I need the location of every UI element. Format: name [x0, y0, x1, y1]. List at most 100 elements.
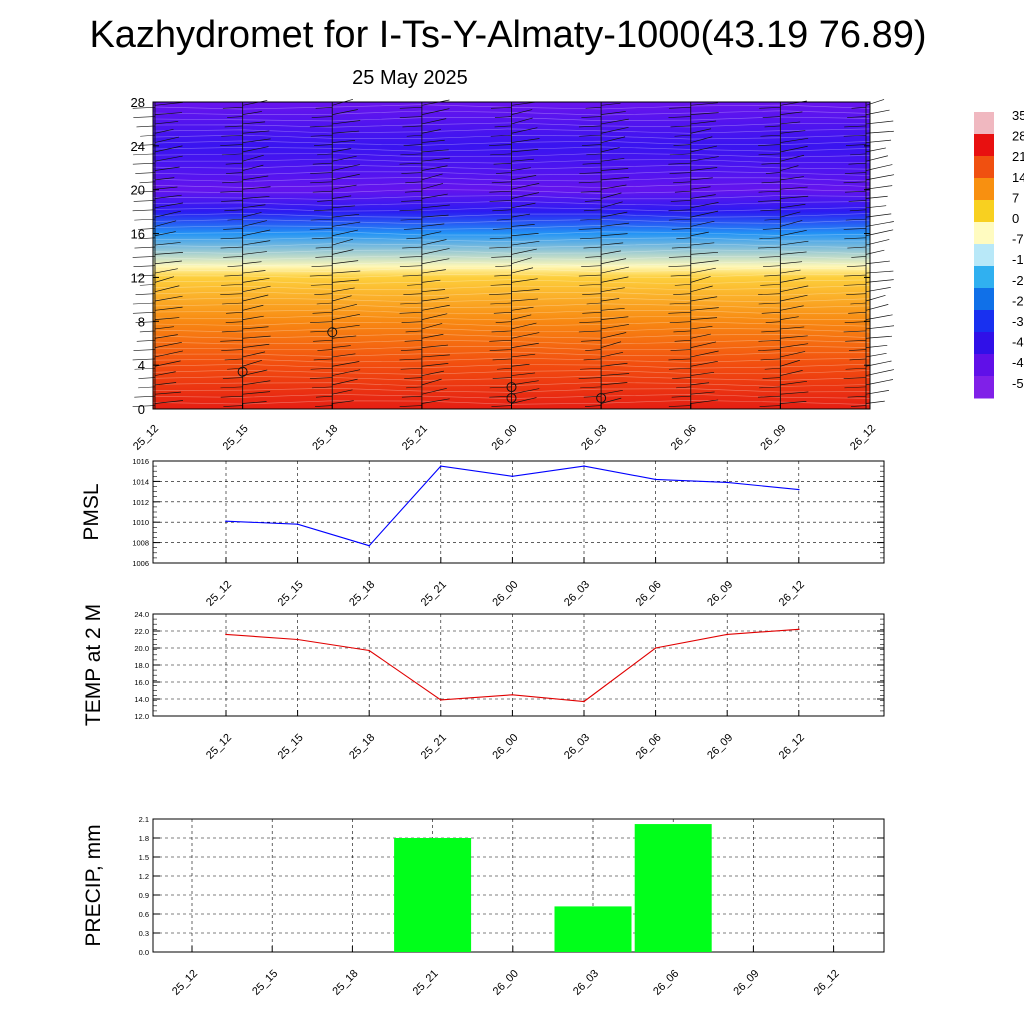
- wind-barb: [865, 249, 885, 255]
- wind-barb: [690, 210, 719, 218]
- data-point: [296, 638, 299, 641]
- wind-barb: [491, 181, 512, 184]
- y-tick-label: 1016: [132, 457, 149, 466]
- wind-barb: [332, 140, 356, 143]
- x-tick-label: 26_12: [777, 579, 807, 609]
- wind-barb: [847, 116, 867, 118]
- wind-barb: [421, 193, 448, 199]
- wind-barb: [332, 238, 354, 246]
- wind-barb: [491, 405, 512, 407]
- wind-barb: [759, 386, 781, 389]
- wind-barb: [668, 312, 691, 314]
- wind-barb: [579, 172, 602, 174]
- wind-barb: [674, 284, 691, 286]
- wind-barb: [780, 335, 808, 339]
- wind-barb: [511, 109, 533, 115]
- colorbar-label: -4: [1012, 355, 1024, 370]
- wind-barb: [421, 387, 447, 395]
- wind-barb: [690, 102, 718, 106]
- wind-barb: [220, 386, 243, 389]
- wind-barb: [845, 218, 867, 221]
- wind-barb: [511, 213, 531, 218]
- wind-barb: [332, 195, 352, 199]
- x-tick-label: 26_09: [705, 732, 735, 762]
- wind-barb: [690, 341, 717, 348]
- wind-barb: [601, 276, 629, 283]
- wind-barb: [399, 358, 422, 361]
- wind-barb: [421, 223, 445, 227]
- wind-barb: [225, 321, 243, 323]
- wind-barb: [850, 405, 867, 407]
- wind-barb: [760, 134, 781, 137]
- x-tick-label: 25_12: [204, 732, 234, 762]
- wind-barb: [843, 330, 867, 333]
- wind-barb: [780, 351, 806, 358]
- wind-barb: [489, 190, 512, 193]
- wind-barb: [759, 405, 781, 407]
- wind-barb: [154, 341, 182, 348]
- wind-barb: [242, 204, 266, 209]
- wind-barb: [865, 221, 894, 227]
- wind-barb: [601, 184, 627, 190]
- colorbar-swatch: [974, 266, 994, 289]
- wind-barb: [844, 386, 867, 389]
- wind-barb: [492, 377, 512, 379]
- wind-barb: [763, 265, 781, 268]
- x-tick-label: 25_21: [411, 968, 441, 998]
- wind-barb: [154, 268, 178, 274]
- wind-barb: [242, 359, 263, 367]
- wind-barb: [490, 134, 512, 137]
- data-point: [296, 523, 299, 526]
- wind-barb: [669, 321, 691, 323]
- wind-barb: [242, 251, 267, 255]
- wind-barb: [668, 116, 691, 118]
- wind-barb: [758, 153, 781, 156]
- x-tick-label: 26_03: [579, 423, 609, 453]
- wind-barb: [511, 257, 532, 265]
- wind-barb: [674, 339, 691, 342]
- wind-barb: [154, 400, 184, 404]
- wind-barb: [690, 177, 713, 181]
- wind-barb: [690, 136, 713, 143]
- wind-barb: [865, 174, 895, 181]
- wind-barb: [317, 153, 333, 156]
- wind-barb: [780, 186, 808, 190]
- wind-barb: [511, 332, 540, 339]
- wind-barb: [310, 181, 333, 184]
- wind-barb: [312, 162, 333, 165]
- wind-barb: [865, 99, 885, 106]
- wind-barb: [601, 316, 629, 320]
- wind-barb: [315, 246, 333, 249]
- wind-barb: [601, 102, 621, 106]
- wind-barb: [399, 116, 422, 118]
- wind-barb: [511, 298, 538, 302]
- wind-barb: [690, 360, 718, 367]
- wind-barb: [670, 274, 691, 277]
- wind-barb: [511, 158, 534, 162]
- y-tick-label: 1.8: [139, 834, 149, 843]
- wind-barb: [601, 233, 628, 237]
- wind-barb: [780, 391, 809, 395]
- wind-barb: [780, 294, 808, 302]
- wind-barb: [780, 261, 803, 265]
- wind-barb: [690, 260, 719, 265]
- wind-barb: [780, 130, 806, 134]
- wind-barb: [673, 330, 691, 333]
- wind-barb: [669, 302, 691, 305]
- wind-barb: [406, 386, 422, 389]
- wind-barb: [601, 397, 622, 404]
- wind-barb: [511, 167, 531, 171]
- wind-barb: [315, 405, 333, 407]
- wind-barb: [780, 111, 803, 115]
- y-tick-label: 24.0: [134, 610, 149, 619]
- colorbar: 35 28 21 14 7 0 -7 -1 -2 -2 -3 -4 -4 -5: [974, 108, 1024, 399]
- precip-bar: [394, 838, 472, 952]
- temp-2m-panel: 12.0 14.0 16.0 18.0 20.0 22.0 24.0 25_12 25_15 25…: [82, 604, 885, 762]
- wind-barb: [601, 389, 623, 395]
- wind-barb: [601, 111, 626, 115]
- wind-barb: [227, 116, 243, 118]
- wind-barb: [154, 145, 183, 153]
- colorbar-swatch: [974, 112, 994, 135]
- wind-barb: [847, 246, 867, 249]
- wind-barb: [154, 220, 177, 227]
